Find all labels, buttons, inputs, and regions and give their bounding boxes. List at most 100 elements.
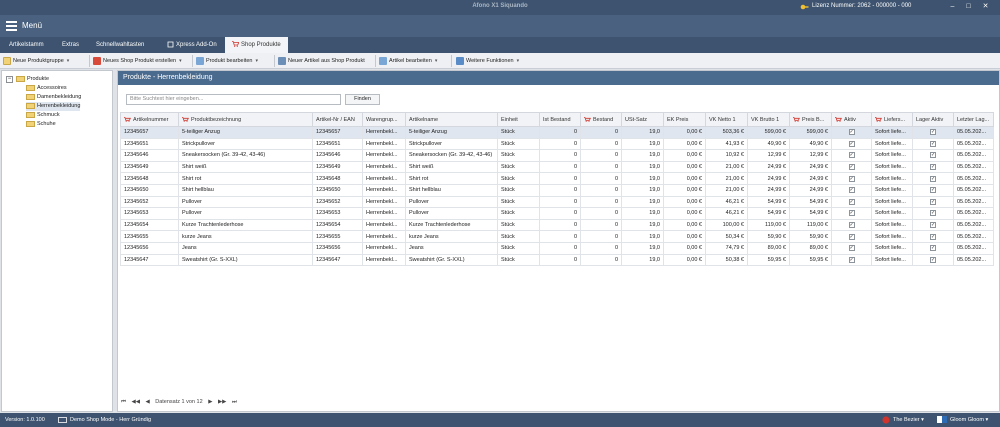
column-header[interactable]: Artikel-Nr / EAN (312, 112, 363, 127)
check-icon[interactable]: ✓ (930, 187, 936, 194)
checkbox-cell[interactable]: ✓ (831, 149, 872, 162)
checkbox-cell[interactable]: ✓ (912, 172, 954, 185)
table-cell[interactable]: Herrenbekl... (362, 149, 406, 162)
table-cell[interactable]: 05.05.202... (953, 207, 994, 220)
table-cell[interactable]: 12,99 € (747, 149, 790, 162)
table-cell[interactable]: kurze Jeans (178, 230, 313, 243)
table-cell[interactable]: 12345646 (312, 149, 363, 162)
table-cell[interactable]: 0 (539, 149, 581, 162)
table-cell[interactable]: Stück (497, 230, 540, 243)
checkbox-cell[interactable]: ✓ (831, 183, 872, 197)
table-cell[interactable]: Sofort liefe... (871, 218, 913, 232)
table-cell[interactable]: 12345646 (120, 149, 179, 162)
checkbox-cell[interactable]: ✓ (831, 195, 872, 209)
table-cell[interactable]: Jeans (178, 241, 313, 255)
table-cell[interactable]: Herrenbekl... (362, 172, 406, 185)
table-cell[interactable]: 05.05.202... (953, 137, 994, 151)
table-cell[interactable]: 12345655 (312, 230, 363, 243)
table-row[interactable]: 12345652 Pullover 12345652 Herrenbekl... Pul… (120, 195, 994, 209)
table-cell[interactable]: 0,00 € (663, 160, 706, 174)
table-cell[interactable]: 0,00 € (663, 241, 706, 255)
table-cell[interactable]: Shirt rot (405, 172, 498, 185)
table-cell[interactable]: Herrenbekl... (362, 253, 406, 267)
table-cell[interactable]: 0 (539, 183, 581, 197)
table-cell[interactable]: 0,00 € (663, 183, 706, 197)
table-cell[interactable]: 12345654 (120, 218, 179, 232)
table-cell[interactable]: 0 (580, 137, 622, 151)
check-icon[interactable]: ✓ (930, 210, 936, 217)
table-cell[interactable]: Sofort liefe... (871, 172, 913, 185)
table-cell[interactable]: 0,00 € (663, 230, 706, 243)
table-cell[interactable]: 12345647 (312, 253, 363, 267)
table-cell[interactable]: Sofort liefe... (871, 207, 913, 220)
new-shop-product-button[interactable]: Neues Shop Produkt erstellen ▾ (93, 53, 182, 69)
table-cell[interactable]: Pullover (405, 195, 498, 209)
table-cell[interactable]: 05.05.202... (953, 253, 994, 267)
table-cell[interactable]: Sofort liefe... (871, 241, 913, 255)
table-row[interactable]: 12345653 Pullover 12345653 Herrenbekl... Pul… (120, 207, 994, 220)
table-cell[interactable]: 54,99 € (789, 207, 832, 220)
table-cell[interactable]: 0,00 € (663, 207, 706, 220)
tab-xpress-addon[interactable]: Xpress Add-On (160, 37, 224, 53)
table-cell[interactable]: 59,95 € (789, 253, 832, 267)
hamburger-icon[interactable] (6, 21, 17, 31)
column-header[interactable]: Artikelname (405, 112, 498, 127)
table-cell[interactable]: 46,21 € (705, 207, 748, 220)
table-cell[interactable]: 24,99 € (789, 172, 832, 185)
table-cell[interactable]: 19,0 (621, 218, 664, 232)
column-header[interactable]: Warengrup... (362, 112, 406, 127)
table-cell[interactable]: 0 (580, 183, 622, 197)
table-cell[interactable]: Pullover (405, 207, 498, 220)
table-cell[interactable]: Sofort liefe... (871, 230, 913, 243)
table-cell[interactable]: Sneakersocken (Gr. 39-42, 43-46) (178, 149, 313, 162)
table-cell[interactable]: 0 (539, 241, 581, 255)
check-icon[interactable]: ✓ (930, 175, 936, 182)
table-row[interactable]: 12345657 5-teiliger Anzug 12345657 Herrenbe… (120, 126, 994, 139)
table-cell[interactable]: 0 (580, 207, 622, 220)
table-cell[interactable]: 12345657 (120, 126, 179, 139)
check-icon[interactable]: ✓ (930, 198, 936, 205)
table-cell[interactable]: 0,00 € (663, 253, 706, 267)
table-cell[interactable]: 05.05.202... (953, 195, 994, 209)
check-icon[interactable]: ✓ (848, 164, 855, 171)
table-cell[interactable]: 0,00 € (663, 126, 706, 139)
table-row[interactable]: 12345655 kurze Jeans 12345655 Herrenbekl...… (120, 230, 994, 243)
table-cell[interactable]: 0 (539, 172, 581, 185)
checkbox-cell[interactable]: ✓ (912, 253, 954, 267)
table-cell[interactable]: 24,99 € (747, 183, 790, 197)
table-cell[interactable]: 0 (539, 126, 581, 139)
checkbox-cell[interactable]: ✓ (831, 137, 872, 151)
check-icon[interactable]: ✓ (848, 187, 855, 194)
prev-record-button[interactable]: ◀ (145, 399, 150, 405)
table-cell[interactable]: 19,0 (621, 149, 664, 162)
checkbox-cell[interactable]: ✓ (831, 160, 872, 174)
table-cell[interactable]: 12345648 (120, 172, 179, 185)
table-cell[interactable]: Sofort liefe... (871, 183, 913, 197)
table-cell[interactable]: 12345656 (312, 241, 363, 255)
skin-selector[interactable]: The Bezier ▾ (882, 413, 924, 427)
column-header[interactable]: Lager Aktiv (912, 112, 954, 127)
table-cell[interactable]: 119,00 € (747, 218, 790, 232)
tree-node-schuhe[interactable]: Schuhe (26, 120, 56, 129)
table-cell[interactable]: 12345653 (312, 207, 363, 220)
table-cell[interactable]: Herrenbekl... (362, 126, 406, 139)
table-cell[interactable]: Sofort liefe... (871, 126, 913, 139)
tree-node-herrenbekleidung[interactable]: Herrenbekleidung (26, 102, 81, 111)
tree-node-produkte[interactable]: Produkte (16, 75, 49, 84)
table-cell[interactable]: Sweatshirt (Gr. S-XXL) (178, 253, 313, 267)
table-cell[interactable]: 0 (580, 218, 622, 232)
table-cell[interactable]: 19,0 (621, 137, 664, 151)
table-cell[interactable]: Herrenbekl... (362, 137, 406, 151)
checkbox-cell[interactable]: ✓ (831, 230, 872, 243)
table-cell[interactable]: 49,90 € (789, 137, 832, 151)
table-cell[interactable]: 0 (539, 218, 581, 232)
check-icon[interactable]: ✓ (848, 256, 855, 263)
table-row[interactable]: 12345649 Shirt weiß 12345649 Herrenbekl... S… (120, 160, 994, 174)
more-functions-button[interactable]: Weitere Funktionen ▾ (456, 53, 519, 69)
table-cell[interactable]: Sofort liefe... (871, 137, 913, 151)
check-icon[interactable]: ✓ (930, 233, 936, 240)
table-cell[interactable]: Shirt weiß (405, 160, 498, 174)
column-header[interactable]: Letzter Lag... (953, 112, 994, 127)
table-cell[interactable]: 24,99 € (747, 160, 790, 174)
table-cell[interactable]: 19,0 (621, 183, 664, 197)
